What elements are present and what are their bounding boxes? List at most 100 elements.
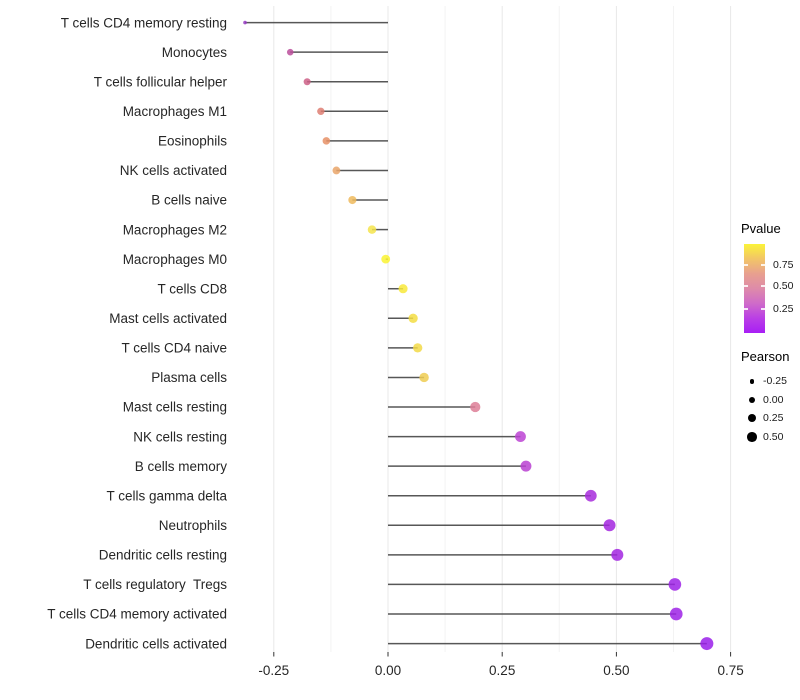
pearson-entry-label: 0.50 [763, 430, 784, 443]
lollipop-dot [470, 401, 481, 413]
colorbar-tick [744, 307, 748, 310]
y-axis-labels: T cells CD4 memory resting Monocytes T cel… [47, 15, 227, 651]
y-axis-label: B cells naive [151, 193, 227, 208]
lollipop-row [317, 107, 388, 116]
lollipop-dot [398, 284, 408, 294]
lollipop-row [388, 401, 481, 413]
y-axis-label: B cells memory [135, 459, 228, 474]
lollipop-dot [348, 195, 357, 205]
y-axis-label: T cells CD4 naive [121, 341, 227, 356]
colorbar-tick [761, 264, 765, 267]
lollipop-row [322, 137, 388, 145]
lollipop-dot [668, 578, 682, 591]
pvalue-tick-label: 0.75 [773, 259, 794, 272]
pvalue-gradient-bar [744, 244, 765, 333]
y-axis-label: Plasma cells [151, 370, 227, 385]
lollipop-dot [584, 489, 597, 502]
lollipop-dot [408, 313, 418, 323]
size-key [741, 414, 763, 423]
lollipop-row [367, 225, 388, 234]
y-axis-label: Macrophages M1 [123, 104, 227, 119]
pearson-legend-entry: -0.25 [741, 372, 800, 391]
pvalue-color-legend: Pvalue 0.75 0.50 0.25 [741, 221, 800, 333]
size-dot-icon [748, 414, 756, 423]
lollipop-dot [332, 166, 341, 175]
y-axis-label: NK cells resting [133, 429, 227, 444]
lollipop-dot [700, 637, 714, 651]
colorbar-tick [761, 307, 765, 310]
lollipop-row [388, 343, 423, 353]
lollipop-row [388, 607, 683, 621]
pvalue-tick-label: 0.50 [773, 279, 794, 292]
colorbar-tick [761, 284, 765, 287]
y-axis-label: T cells CD4 memory activated [47, 607, 227, 622]
size-key [741, 396, 763, 403]
colorbar-tick [744, 264, 748, 267]
lollipop-dot [243, 20, 247, 25]
y-axis-label: Mast cells activated [109, 311, 227, 326]
y-axis-label: T cells CD4 memory resting [61, 15, 227, 30]
pearson-size-legend: Pearson -0.25 0.00 0.25 0.50 [741, 349, 800, 446]
lollipop-row [388, 460, 532, 472]
x-axis-tick-label: 0.25 [489, 663, 515, 678]
lollipop-row [286, 48, 388, 56]
lollipop-row [303, 78, 388, 86]
x-axis-tick-label: 0.75 [717, 663, 743, 678]
pearson-legend-entry: 0.50 [741, 428, 800, 447]
lollipop-row [388, 548, 624, 561]
pearson-entry-label: 0.25 [763, 412, 784, 425]
lollipop-dot [515, 431, 526, 443]
size-key [741, 432, 763, 442]
y-axis-label: NK cells activated [120, 163, 227, 178]
lollipop-row [388, 637, 714, 651]
lollipop-dot [381, 254, 391, 264]
pvalue-tick-label: 0.25 [773, 303, 794, 315]
lollipop-dot [413, 343, 423, 353]
lollipop-row [388, 431, 526, 443]
y-axis-label: Dendritic cells resting [99, 548, 227, 563]
x-axis: -0.25 0.00 0.25 0.50 0.75 [258, 652, 744, 678]
y-axis-label: T cells regulatory Tregs [83, 577, 227, 592]
y-axis-label: Macrophages M2 [123, 222, 227, 237]
y-axis-label: T cells gamma delta [106, 488, 227, 503]
lollipop-row [381, 254, 391, 264]
lollipop-row [388, 372, 429, 383]
pearson-legend-title: Pearson [741, 349, 790, 364]
pearson-entry-label: 0.00 [763, 393, 784, 406]
y-axis-label: Neutrophils [159, 518, 228, 533]
lollipop-row [388, 578, 682, 591]
gridlines [273, 6, 732, 652]
lollipop-row [388, 489, 597, 502]
pearson-legend-entry: 0.25 [741, 409, 800, 428]
lollipop-dot [603, 519, 616, 532]
lollipop-dot [611, 548, 624, 561]
y-axis-label: Monocytes [162, 45, 228, 60]
size-dot-icon [748, 396, 756, 403]
lollipop-rows [243, 20, 714, 651]
y-axis-label: Eosinophils [158, 134, 227, 149]
lollipop-row [243, 20, 388, 25]
y-axis-label: Dendritic cells activated [85, 636, 227, 651]
size-dot-icon [749, 379, 755, 384]
pearson-legend-entry: 0.00 [741, 391, 800, 410]
pearson-entry-label: -0.25 [763, 375, 787, 388]
lollipop-row [332, 166, 388, 175]
x-axis-tick-label: -0.25 [258, 663, 289, 678]
x-axis-tick-label: 0.50 [603, 663, 629, 678]
lollipop-row [348, 195, 388, 205]
lollipop-dot [317, 107, 325, 116]
pvalue-colorbar: 0.75 0.50 0.25 [744, 244, 793, 333]
y-axis-label: Macrophages M0 [123, 252, 227, 267]
y-axis-label: Mast cells resting [123, 400, 227, 415]
lollipop-dot [669, 607, 683, 621]
y-axis-label: T cells CD8 [157, 281, 227, 296]
lollipop-row [388, 313, 418, 323]
pvalue-legend-title: Pvalue [741, 221, 781, 236]
x-axis-tick-label: 0.00 [375, 663, 401, 678]
lollipop-row [388, 284, 408, 294]
lollipop-dot [322, 137, 331, 145]
lollipop-dot [367, 225, 377, 234]
lollipop-dot [303, 78, 311, 86]
lollipop-dot [419, 372, 429, 383]
